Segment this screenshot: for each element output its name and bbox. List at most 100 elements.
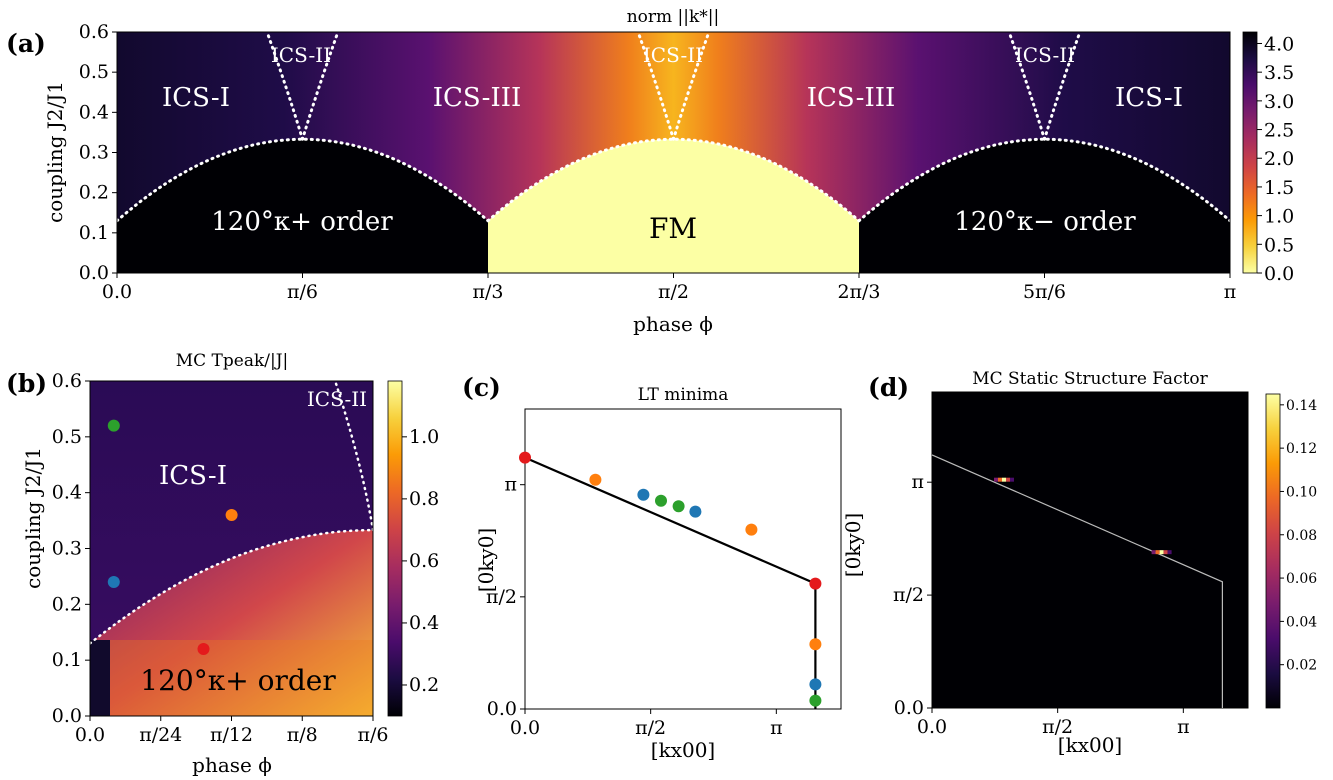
label-120-plus-b: 120°κ+ order xyxy=(140,664,336,697)
label-icsi-a1: ICS-I xyxy=(162,83,230,113)
points-b xyxy=(107,419,238,655)
xtick-label-d-1: π/2 xyxy=(1042,716,1073,738)
point-c-10 xyxy=(809,694,822,707)
heatmap-b-low-region xyxy=(90,530,373,716)
point-c-2 xyxy=(637,488,650,501)
ytick-label-b-0: 0.0 xyxy=(52,705,82,727)
points-c xyxy=(519,451,822,707)
ylabel-b: coupling J2/J1 xyxy=(21,447,45,589)
xtick-label-a-1: π/6 xyxy=(287,281,318,303)
heatmap-b-bottom-warm xyxy=(90,640,373,716)
ytick-label-b-4: 0.4 xyxy=(52,482,82,504)
ticks-c: 0.0 π/2 π 0.0 π/2 π xyxy=(486,474,783,739)
panel-letter-c: (c) xyxy=(462,373,501,402)
xtick-label-d-0: 0.0 xyxy=(917,716,947,738)
xlabel-b: phase ϕ xyxy=(192,753,272,777)
panel-letter-d: (d) xyxy=(868,373,909,402)
xtick-label-c-2: π xyxy=(770,717,783,739)
phase-boundary-b-dome xyxy=(90,528,373,645)
xtick-label-c-1: π/2 xyxy=(635,717,666,739)
cbtick-label-b-1: 0.4 xyxy=(409,612,439,634)
xtick-label-b-4: π/6 xyxy=(358,724,389,746)
xlabel-a: phase ϕ xyxy=(633,312,713,336)
panel-letter-b: (b) xyxy=(6,369,47,398)
cbtick-label-b-0: 0.2 xyxy=(409,674,439,696)
dome-left-120 xyxy=(117,139,488,273)
point-c-1 xyxy=(589,473,602,486)
cbtick-label-a-8: 4.0 xyxy=(1264,33,1294,55)
peak-d-0-3 xyxy=(1006,477,1010,482)
cbtick-label-a-5: 2.5 xyxy=(1264,120,1294,142)
label-icsii-b: ICS-II xyxy=(307,387,367,411)
xlabel-c: [kx00] xyxy=(651,738,715,762)
ytick-label-a-6: 0.6 xyxy=(79,21,109,43)
point-c-6 xyxy=(745,523,758,536)
xtick-label-a-3: π/2 xyxy=(658,281,689,303)
ytick-label-a-0: 0.0 xyxy=(79,262,109,284)
ticks-d: 0.0 π/2 π 0.0 π/2 π xyxy=(893,471,1190,738)
panel-a: 0.0 π/6 π/3 π/2 2π/3 5π/6 π0.00.10.20.30.40.50… xyxy=(6,7,1294,336)
ytick-label-b-5: 0.5 xyxy=(52,426,82,448)
panel-d: 0.0 π/2 π 0.0 π/2 π MC Static Structure Facto… xyxy=(841,369,1317,757)
ylabel-d: [0ky0] xyxy=(841,513,865,577)
cbtick-label-a-7: 3.5 xyxy=(1264,62,1294,84)
point-c-3 xyxy=(655,494,667,507)
label-icsii-a2: ICS-II xyxy=(643,43,703,67)
peak-d-1-3 xyxy=(1163,550,1168,555)
colorbar-b-ticks: 0.2 0.4 0.6 0.8 1.0 xyxy=(402,426,439,696)
point-c-5 xyxy=(689,505,702,518)
ylabel-c: [0ky0] xyxy=(474,528,498,592)
ytick-label-d-0: 0.0 xyxy=(894,697,924,719)
point-b-0 xyxy=(107,419,120,432)
title-d: MC Static Structure Factor xyxy=(972,369,1208,389)
cbtick-label-a-4: 2.0 xyxy=(1264,148,1294,170)
cbtick-label-b-3: 0.8 xyxy=(409,488,439,510)
xtick-label-b-1: π/24 xyxy=(139,724,182,746)
peak-d-0-2 xyxy=(1002,477,1006,482)
point-c-8 xyxy=(809,638,822,651)
colorbar-a xyxy=(1242,31,1258,274)
structure-factor-peaks xyxy=(994,477,1172,555)
ytick-label-b-2: 0.2 xyxy=(52,593,82,615)
ytick-label-a-3: 0.3 xyxy=(79,142,109,164)
ytick-label-b-1: 0.1 xyxy=(52,649,82,671)
xtick-label-a-0: 0.0 xyxy=(102,281,132,303)
ytick-label-c-0: 0.0 xyxy=(487,698,517,720)
title-a: norm ||k*|| xyxy=(627,7,720,27)
peak-d-1-1 xyxy=(1155,550,1160,555)
xlabel-d: [kx00] xyxy=(1058,733,1122,757)
cbtick-label-d-2: 0.06 xyxy=(1286,571,1317,587)
cbtick-label-a-2: 1.0 xyxy=(1264,206,1294,228)
cbtick-label-d-0: 0.02 xyxy=(1286,658,1317,674)
xtick-label-a-4: 2π/3 xyxy=(837,281,880,303)
heatmap-a xyxy=(117,32,1230,273)
xtick-label-c-0: 0.0 xyxy=(510,717,540,739)
point-b-1 xyxy=(107,576,120,588)
cbtick-label-a-3: 1.5 xyxy=(1264,177,1294,199)
ylabel-a: coupling J2/J1 xyxy=(43,81,67,223)
point-c-9 xyxy=(809,678,822,691)
label-120-plus-a: 120°κ+ order xyxy=(211,207,393,237)
ytick-label-d-1: π/2 xyxy=(893,584,924,606)
xtick-label-b-3: π/8 xyxy=(287,724,318,746)
ytick-label-c-2: π xyxy=(505,474,518,496)
colorbar-d xyxy=(1265,393,1281,709)
point-c-0 xyxy=(519,451,531,464)
label-120-minus-a: 120°κ− order xyxy=(954,207,1136,237)
label-icsi-b: ICS-I xyxy=(159,461,227,491)
cbtick-label-d-5: 0.12 xyxy=(1286,441,1317,457)
cbtick-label-a-6: 3.0 xyxy=(1264,91,1294,113)
xtick-label-a-5: 5π/6 xyxy=(1023,281,1066,303)
point-c-7 xyxy=(809,577,822,590)
dome-right-120 xyxy=(859,139,1230,273)
cbtick-label-a-0: 0.0 xyxy=(1264,263,1294,285)
panel-b: 0.0 π/24 π/12 π/8 π/6 0.0 0.1 0.2 0.3 0.4 0.5 0.6 I… xyxy=(6,351,439,777)
xtick-label-b-2: π/12 xyxy=(210,724,253,746)
heatmap-b-left-dark xyxy=(90,640,110,716)
axes-frame-c xyxy=(524,408,842,710)
peak-d-0-1 xyxy=(998,477,1002,482)
point-b-2 xyxy=(225,509,238,521)
cbtick-label-a-1: 0.5 xyxy=(1264,234,1294,256)
cbtick-label-b-2: 0.6 xyxy=(409,550,439,572)
